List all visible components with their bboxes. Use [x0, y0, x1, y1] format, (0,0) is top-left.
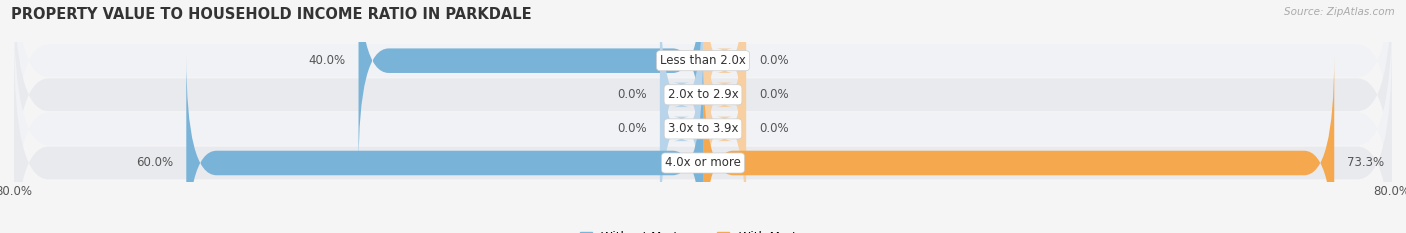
- Text: 3.0x to 3.9x: 3.0x to 3.9x: [668, 122, 738, 135]
- FancyBboxPatch shape: [703, 56, 1334, 233]
- FancyBboxPatch shape: [14, 0, 1392, 215]
- Text: 73.3%: 73.3%: [1347, 157, 1385, 169]
- Text: 40.0%: 40.0%: [308, 54, 346, 67]
- Text: 4.0x or more: 4.0x or more: [665, 157, 741, 169]
- FancyBboxPatch shape: [659, 22, 703, 233]
- FancyBboxPatch shape: [14, 9, 1392, 233]
- FancyBboxPatch shape: [14, 0, 1392, 181]
- Text: Source: ZipAtlas.com: Source: ZipAtlas.com: [1284, 7, 1395, 17]
- Text: 0.0%: 0.0%: [617, 88, 647, 101]
- FancyBboxPatch shape: [186, 56, 703, 233]
- Text: 0.0%: 0.0%: [759, 88, 789, 101]
- Text: 0.0%: 0.0%: [617, 122, 647, 135]
- Text: 0.0%: 0.0%: [759, 54, 789, 67]
- FancyBboxPatch shape: [703, 0, 747, 168]
- Text: PROPERTY VALUE TO HOUSEHOLD INCOME RATIO IN PARKDALE: PROPERTY VALUE TO HOUSEHOLD INCOME RATIO…: [11, 7, 531, 22]
- Text: 2.0x to 2.9x: 2.0x to 2.9x: [668, 88, 738, 101]
- Legend: Without Mortgage, With Mortgage: Without Mortgage, With Mortgage: [575, 226, 831, 233]
- FancyBboxPatch shape: [359, 0, 703, 168]
- FancyBboxPatch shape: [703, 0, 747, 202]
- FancyBboxPatch shape: [703, 22, 747, 233]
- Text: 60.0%: 60.0%: [136, 157, 173, 169]
- Text: 0.0%: 0.0%: [759, 122, 789, 135]
- FancyBboxPatch shape: [659, 0, 703, 202]
- Text: Less than 2.0x: Less than 2.0x: [659, 54, 747, 67]
- FancyBboxPatch shape: [14, 43, 1392, 233]
